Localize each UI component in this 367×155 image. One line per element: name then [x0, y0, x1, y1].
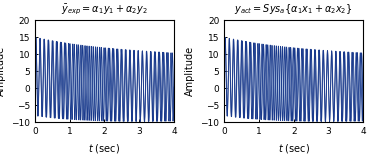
Title: $\bar{y}_{exp} = \alpha_1 y_1 + \alpha_2 y_2$: $\bar{y}_{exp} = \alpha_1 y_1 + \alpha_2…	[61, 2, 148, 17]
X-axis label: $t$ (sec): $t$ (sec)	[278, 142, 310, 155]
Y-axis label: Amplitude: Amplitude	[0, 46, 6, 96]
X-axis label: $t$ (sec): $t$ (sec)	[88, 142, 120, 155]
Title: $y_{act} = Sys_a\{\alpha_1 x_1 + \alpha_2 x_2\}$: $y_{act} = Sys_a\{\alpha_1 x_1 + \alpha_…	[235, 2, 353, 16]
Y-axis label: Amplitude: Amplitude	[185, 46, 195, 96]
